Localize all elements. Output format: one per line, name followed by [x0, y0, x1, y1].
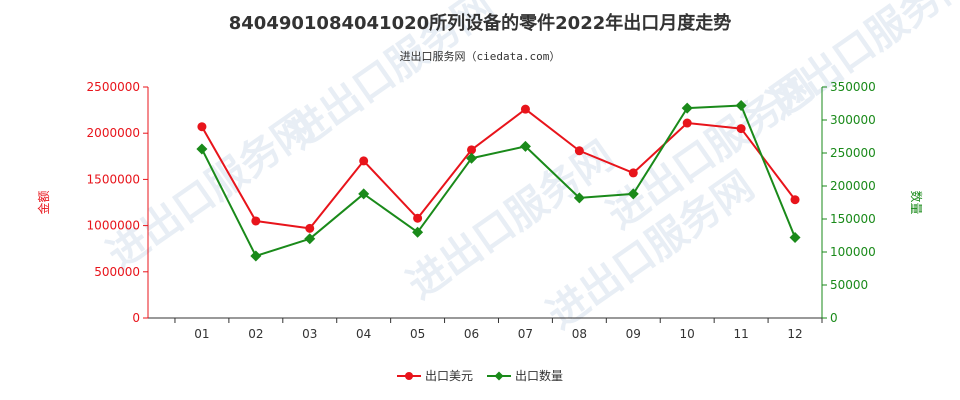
- legend-item-usd[interactable]: 出口美元: [397, 369, 473, 383]
- data-point-qty[interactable]: [304, 233, 316, 245]
- y-left-tick-label: 2000000: [87, 126, 140, 140]
- legend-swatch-marker: [405, 372, 413, 380]
- x-tick-label: 05: [410, 327, 425, 341]
- chart-title: 8404901084041020所列设备的零件2022年出口月度走势: [229, 12, 732, 34]
- x-tick-label: 03: [302, 327, 317, 341]
- data-point-qty[interactable]: [627, 188, 639, 200]
- y-right-tick-label: 350000: [830, 80, 876, 94]
- data-point-usd[interactable]: [251, 216, 261, 226]
- data-point-usd[interactable]: [305, 223, 315, 233]
- legend-swatch-marker: [494, 371, 504, 381]
- x-tick-label: 01: [194, 327, 209, 341]
- chart-subtitle: 进出口服务网（ciedata.com）: [400, 49, 561, 63]
- legend-item-qty[interactable]: 出口数量: [487, 368, 563, 383]
- y-right-tick-label: 150000: [830, 212, 876, 226]
- data-point-usd[interactable]: [682, 118, 692, 128]
- y-left-tick-label: 2500000: [87, 80, 140, 94]
- x-tick-label: 04: [356, 327, 371, 341]
- axes: 01 02 03 04 05 06 07 08 09 10 11 120500000100000015…: [36, 80, 924, 341]
- y-left-tick-label: 1000000: [87, 219, 140, 233]
- y-right-tick-label: 100000: [830, 245, 876, 259]
- data-point-usd[interactable]: [736, 124, 746, 134]
- data-point-qty[interactable]: [681, 102, 693, 114]
- x-tick-label: 10: [680, 327, 695, 341]
- data-point-usd[interactable]: [790, 195, 800, 205]
- x-tick-label: 02: [248, 327, 263, 341]
- data-point-qty[interactable]: [466, 152, 478, 164]
- y-right-tick-label: 200000: [830, 179, 876, 193]
- data-point-usd[interactable]: [413, 213, 423, 223]
- data-point-qty[interactable]: [412, 226, 424, 238]
- legend[interactable]: 出口美元 出口数量: [397, 368, 563, 383]
- x-tick-label: 06: [464, 327, 479, 341]
- watermark-text: 进出口服务网: [759, 0, 960, 128]
- legend-label: 出口美元: [425, 369, 473, 383]
- y-left-tick-label: 1500000: [87, 172, 140, 186]
- data-point-qty[interactable]: [358, 188, 370, 200]
- data-point-qty[interactable]: [573, 192, 585, 204]
- y-right-tick-label: 0: [830, 311, 838, 325]
- data-point-usd[interactable]: [197, 122, 207, 132]
- data-point-qty[interactable]: [519, 140, 531, 152]
- data-point-usd[interactable]: [574, 146, 584, 156]
- y-right-tick-label: 300000: [830, 113, 876, 127]
- data-point-usd[interactable]: [520, 104, 530, 114]
- x-tick-label: 11: [733, 327, 748, 341]
- data-point-usd[interactable]: [628, 168, 638, 178]
- data-point-qty[interactable]: [250, 250, 262, 262]
- x-tick-label: 09: [626, 327, 641, 341]
- x-tick-label: 12: [787, 327, 802, 341]
- data-point-qty[interactable]: [735, 99, 747, 111]
- data-point-qty[interactable]: [789, 231, 801, 243]
- series-line-qty: [201, 104, 796, 257]
- y-left-tick-label: 500000: [94, 265, 140, 279]
- series-line-usd: [201, 108, 796, 230]
- y-right-axis-title: 数量: [909, 190, 924, 214]
- series-layer: [196, 99, 801, 262]
- y-left-axis-title: 金额: [36, 190, 51, 214]
- y-left-tick-label: 0: [132, 311, 140, 325]
- y-right-tick-label: 250000: [830, 146, 876, 160]
- y-right-tick-label: 50000: [830, 278, 868, 292]
- data-point-usd[interactable]: [467, 145, 477, 155]
- data-point-usd[interactable]: [359, 156, 369, 166]
- x-tick-label: 07: [518, 327, 533, 341]
- data-point-qty[interactable]: [196, 143, 208, 155]
- legend-label: 出口数量: [515, 368, 563, 383]
- x-tick-label: 08: [572, 327, 587, 341]
